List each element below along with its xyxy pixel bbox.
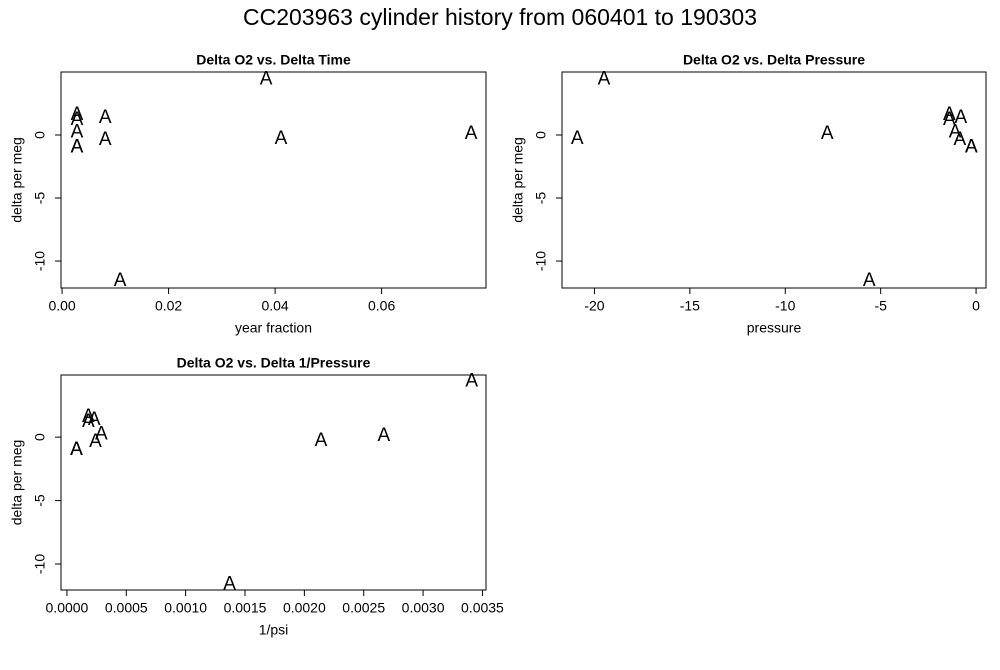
- x-tick-label: 0.0015: [224, 600, 267, 616]
- marker: A: [275, 128, 288, 149]
- marker: A: [954, 129, 967, 150]
- y-tick-label: 0: [32, 131, 48, 139]
- marker: A: [70, 439, 83, 460]
- x-tick-label: 0.0000: [46, 600, 89, 616]
- y-tick-label: -5: [32, 494, 48, 507]
- marker: A: [71, 104, 84, 125]
- x-tick-label: 0.00: [48, 298, 75, 314]
- x-tick-label: 0.0035: [461, 600, 504, 616]
- x-tick-label: -15: [680, 298, 700, 314]
- subplot-title: Delta O2 vs. Delta Time: [196, 52, 351, 68]
- x-tick-label: -10: [775, 298, 795, 314]
- marker: A: [88, 409, 101, 430]
- y-axis-label: delta per meg: [510, 137, 526, 223]
- marker: A: [943, 109, 956, 130]
- marker: A: [70, 439, 83, 460]
- y-tick-label: -5: [32, 192, 48, 205]
- x-tick-label: 0.0030: [402, 600, 445, 616]
- plot-frame: [561, 71, 987, 289]
- plot-frame: [60, 71, 487, 289]
- marker: A: [863, 270, 876, 291]
- marker: A: [954, 107, 967, 128]
- x-tick-label: 0.06: [368, 298, 395, 314]
- plot-frame: [60, 374, 487, 591]
- x-tick-label: -5: [874, 298, 887, 314]
- y-tick-label: -10: [32, 554, 48, 574]
- x-axis-label: 1/psi: [259, 622, 289, 638]
- marker: A: [114, 270, 127, 291]
- marker: A: [95, 424, 108, 445]
- subplot-title: Delta O2 vs. Delta Pressure: [683, 52, 865, 68]
- x-tick-label: 0.0005: [105, 600, 148, 616]
- x-tick-label: 0.04: [261, 298, 288, 314]
- marker: A: [260, 69, 273, 90]
- y-axis-label: delta per meg: [9, 137, 25, 223]
- marker: A: [821, 123, 834, 144]
- marker: A: [965, 137, 978, 158]
- x-axis-label: pressure: [747, 320, 802, 336]
- marker: A: [598, 69, 611, 90]
- marker: A: [949, 122, 962, 143]
- y-tick-label: 0: [533, 131, 549, 139]
- marker: A: [223, 573, 236, 594]
- x-tick-label: 0.0025: [342, 600, 385, 616]
- marker: A: [378, 425, 391, 446]
- marker: A: [99, 107, 112, 128]
- marker: A: [71, 137, 84, 158]
- y-tick-label: 0: [32, 433, 48, 441]
- y-tick-label: -10: [533, 251, 549, 271]
- page-title: CC203963 cylinder history from 060401 to…: [243, 4, 757, 30]
- marker: A: [71, 109, 84, 130]
- subplot-title: Delta O2 vs. Delta 1/Pressure: [177, 355, 371, 371]
- x-tick-label: 0.0020: [283, 600, 326, 616]
- y-axis-label: delta per meg: [9, 440, 25, 526]
- x-axis-label: year fraction: [235, 320, 312, 336]
- y-tick-label: -5: [533, 192, 549, 205]
- x-tick-label: 0: [972, 298, 980, 314]
- marker: A: [89, 431, 102, 452]
- marker: A: [943, 104, 956, 125]
- marker: A: [965, 137, 978, 158]
- marker: A: [465, 370, 478, 391]
- marker: A: [71, 137, 84, 158]
- x-tick-label: -20: [584, 298, 604, 314]
- marker: A: [71, 122, 84, 143]
- marker: A: [99, 129, 112, 150]
- marker: A: [82, 406, 95, 427]
- x-tick-label: 0.0010: [164, 600, 207, 616]
- marker: A: [315, 430, 328, 451]
- marker: A: [82, 411, 95, 432]
- x-tick-label: 0.02: [155, 298, 182, 314]
- marker: A: [571, 128, 584, 149]
- marker: A: [465, 123, 478, 144]
- y-tick-label: -10: [32, 251, 48, 271]
